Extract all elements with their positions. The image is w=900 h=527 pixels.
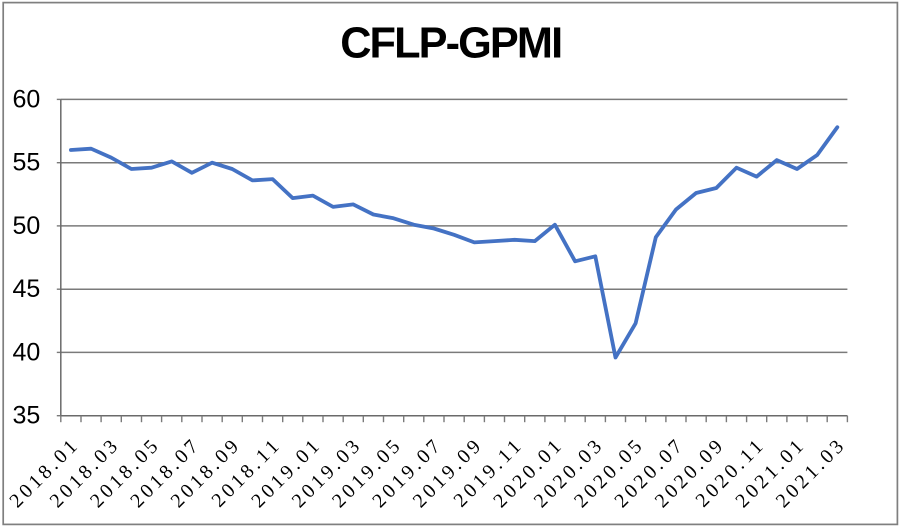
svg-text:CFLP-GPMI: CFLP-GPMI <box>340 19 561 67</box>
svg-text:50: 50 <box>12 212 40 240</box>
svg-text:60: 60 <box>12 85 40 113</box>
svg-text:55: 55 <box>12 149 40 177</box>
svg-text:45: 45 <box>12 275 40 303</box>
svg-text:35: 35 <box>12 402 40 430</box>
svg-text:40: 40 <box>12 338 40 366</box>
